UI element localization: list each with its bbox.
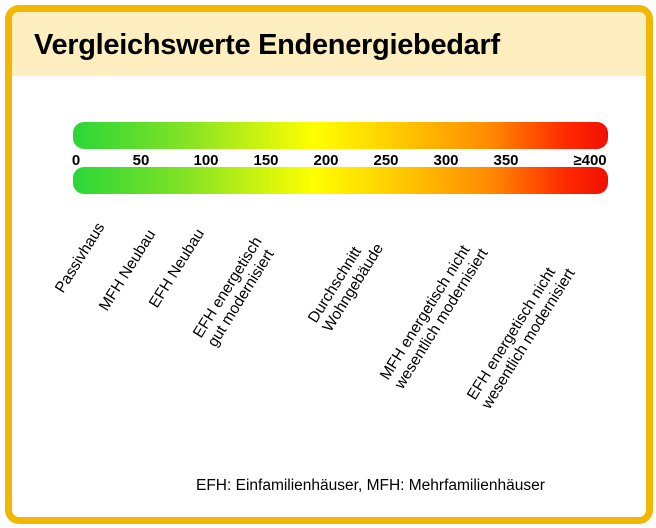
category-label: MFH energetisch nicht wesentlich moderni… (377, 237, 492, 392)
category-label: EFH energetisch nicht wesentlich moderni… (464, 257, 579, 412)
tick-label: 250 (373, 152, 399, 169)
tick-label: 100 (193, 152, 219, 169)
chart-frame: Vergleichswerte Endenergiebedarf 0 50 10… (5, 5, 653, 524)
color-scale-top (73, 122, 608, 149)
tick-label: 300 (433, 152, 459, 169)
tick-label: 0 (71, 152, 81, 169)
tick-label: 350 (493, 152, 519, 169)
chart-title: Vergleichswerte Endenergiebedarf (34, 29, 500, 61)
category-line: Passivhaus (52, 219, 109, 297)
tick-label: 50 (132, 152, 150, 169)
category-label: EFH energetisch gut modernisiert (190, 234, 280, 350)
category-label: Durchschnitt Wohngebäude (305, 232, 387, 335)
category-line: wesentlich modernisiert (391, 245, 492, 393)
tick-label: ≥400 (573, 152, 607, 169)
tick-label: 150 (253, 152, 279, 169)
category-line: EFH energetisch nicht (464, 264, 560, 404)
category-line: MFH energetisch nicht (377, 242, 474, 384)
category-label: Passivhaus (52, 220, 108, 296)
category-line: wesentlich modernisiert (478, 265, 579, 413)
abbreviation-legend: EFH: Einfamilienhäuser, MFH: Mehrfamilie… (196, 477, 545, 494)
tick-label: 200 (313, 152, 339, 169)
title-bar: Vergleichswerte Endenergiebedarf (12, 12, 646, 76)
color-scale-bottom (73, 167, 608, 194)
